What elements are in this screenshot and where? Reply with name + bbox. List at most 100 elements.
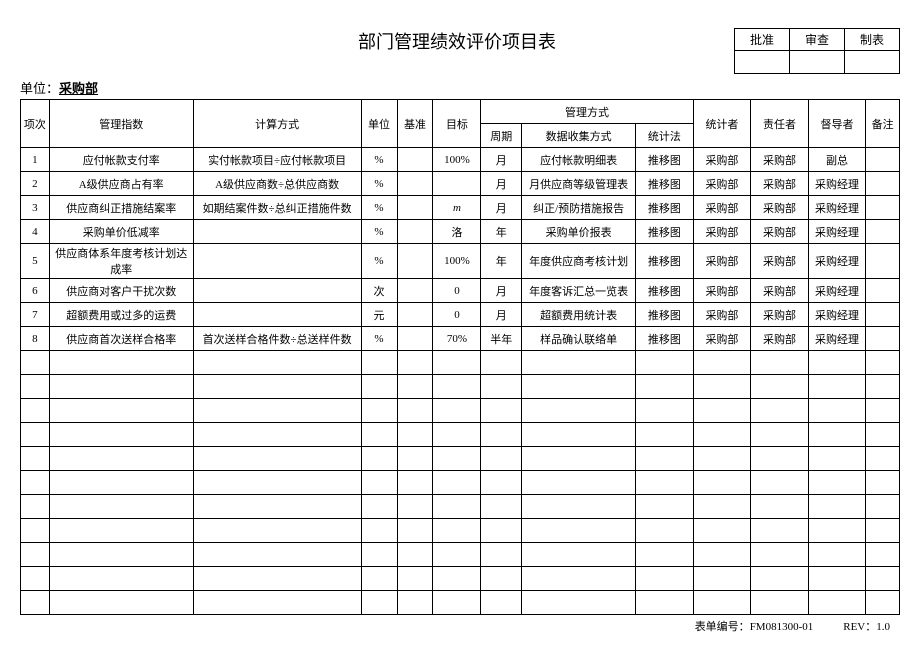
cell-remark	[866, 279, 900, 303]
approval-prepare-label: 制表	[845, 29, 899, 51]
cell-baseline	[397, 303, 433, 327]
cell-statmethod: 推移图	[636, 196, 694, 220]
cell-baseline	[397, 327, 433, 351]
cell-statmethod: 推移图	[636, 148, 694, 172]
cell-empty	[21, 447, 50, 471]
th-baseline: 基准	[397, 100, 433, 148]
form-no-label: 表单编号：	[695, 621, 750, 633]
cell-collect: 年度供应商考核计划	[522, 244, 636, 279]
cell-empty	[636, 591, 694, 615]
cell-responsible: 采购部	[751, 172, 809, 196]
cell-empty	[21, 375, 50, 399]
cell-empty	[49, 375, 193, 399]
cell-empty	[397, 447, 433, 471]
cell-empty	[481, 567, 522, 591]
table-row-empty	[21, 543, 900, 567]
table-row-empty	[21, 351, 900, 375]
cell-metric: 供应商对客户干扰次数	[49, 279, 193, 303]
cell-collect: 月供应商等级管理表	[522, 172, 636, 196]
cell-idx: 5	[21, 244, 50, 279]
cell-formula: 如期结案件数÷总纠正措施件数	[193, 196, 361, 220]
cell-empty	[636, 471, 694, 495]
cell-empty	[866, 495, 900, 519]
cell-empty	[397, 591, 433, 615]
cell-formula	[193, 303, 361, 327]
cell-statistician: 采购部	[693, 196, 751, 220]
table-body: 1应付帐款支付率实付帐款项目÷应付帐款项目%100%月应付帐款明细表推移图采购部…	[21, 148, 900, 615]
cell-remark	[866, 172, 900, 196]
cell-empty	[693, 399, 751, 423]
cell-empty	[751, 447, 809, 471]
cell-empty	[522, 567, 636, 591]
cell-idx: 4	[21, 220, 50, 244]
approval-review-label: 审查	[790, 29, 844, 51]
approval-review-cell: 审查	[790, 29, 845, 73]
cell-empty	[397, 495, 433, 519]
cell-baseline	[397, 244, 433, 279]
cell-empty	[433, 399, 481, 423]
cell-empty	[808, 519, 866, 543]
cell-formula	[193, 244, 361, 279]
form-no: FM081300-01	[750, 621, 814, 633]
cell-empty	[522, 399, 636, 423]
cell-empty	[751, 591, 809, 615]
unit-label: 单位：	[20, 81, 59, 96]
cell-remark	[866, 196, 900, 220]
cell-collect: 纠正/预防措施报告	[522, 196, 636, 220]
page-title: 部门管理绩效评价项目表	[20, 28, 734, 54]
cell-empty	[433, 543, 481, 567]
cell-empty	[751, 543, 809, 567]
cell-empty	[866, 519, 900, 543]
cell-metric: 应付帐款支付率	[49, 148, 193, 172]
cell-target	[433, 172, 481, 196]
cell-supervisor: 采购经理	[808, 220, 866, 244]
cell-baseline	[397, 148, 433, 172]
table-row-empty	[21, 519, 900, 543]
cell-remark	[866, 148, 900, 172]
cell-empty	[21, 471, 50, 495]
th-statmethod: 统计法	[636, 124, 694, 148]
cell-supervisor: 采购经理	[808, 196, 866, 220]
cell-period: 月	[481, 148, 522, 172]
cell-metric: 采购单价低减率	[49, 220, 193, 244]
cell-empty	[522, 351, 636, 375]
table-row-empty	[21, 375, 900, 399]
cell-empty	[636, 519, 694, 543]
th-metric: 管理指数	[49, 100, 193, 148]
table-row-empty	[21, 399, 900, 423]
cell-empty	[808, 351, 866, 375]
cell-unit: %	[361, 220, 397, 244]
header-row-1: 项次 管理指数 计算方式 单位 基准 目标 管理方式 统计者 责任者 督导者 备…	[21, 100, 900, 124]
cell-statmethod: 推移图	[636, 244, 694, 279]
cell-empty	[433, 423, 481, 447]
cell-empty	[433, 495, 481, 519]
cell-empty	[866, 399, 900, 423]
cell-empty	[49, 519, 193, 543]
cell-empty	[193, 375, 361, 399]
cell-unit: %	[361, 244, 397, 279]
cell-empty	[21, 399, 50, 423]
cell-empty	[361, 495, 397, 519]
th-mgmt: 管理方式	[481, 100, 693, 124]
cell-empty	[751, 567, 809, 591]
cell-statistician: 采购部	[693, 148, 751, 172]
cell-empty	[808, 567, 866, 591]
cell-empty	[751, 351, 809, 375]
cell-remark	[866, 327, 900, 351]
cell-empty	[397, 543, 433, 567]
cell-empty	[751, 375, 809, 399]
cell-collect: 采购单价报表	[522, 220, 636, 244]
cell-empty	[866, 447, 900, 471]
th-unit: 单位	[361, 100, 397, 148]
table-row-empty	[21, 495, 900, 519]
approval-box: 批准 审查 制表	[734, 28, 900, 74]
cell-empty	[866, 423, 900, 447]
cell-empty	[21, 567, 50, 591]
cell-empty	[21, 591, 50, 615]
cell-period: 月	[481, 279, 522, 303]
cell-supervisor: 采购经理	[808, 279, 866, 303]
unit-value: 采购部	[59, 81, 98, 96]
cell-remark	[866, 220, 900, 244]
cell-unit: 次	[361, 279, 397, 303]
cell-empty	[693, 471, 751, 495]
